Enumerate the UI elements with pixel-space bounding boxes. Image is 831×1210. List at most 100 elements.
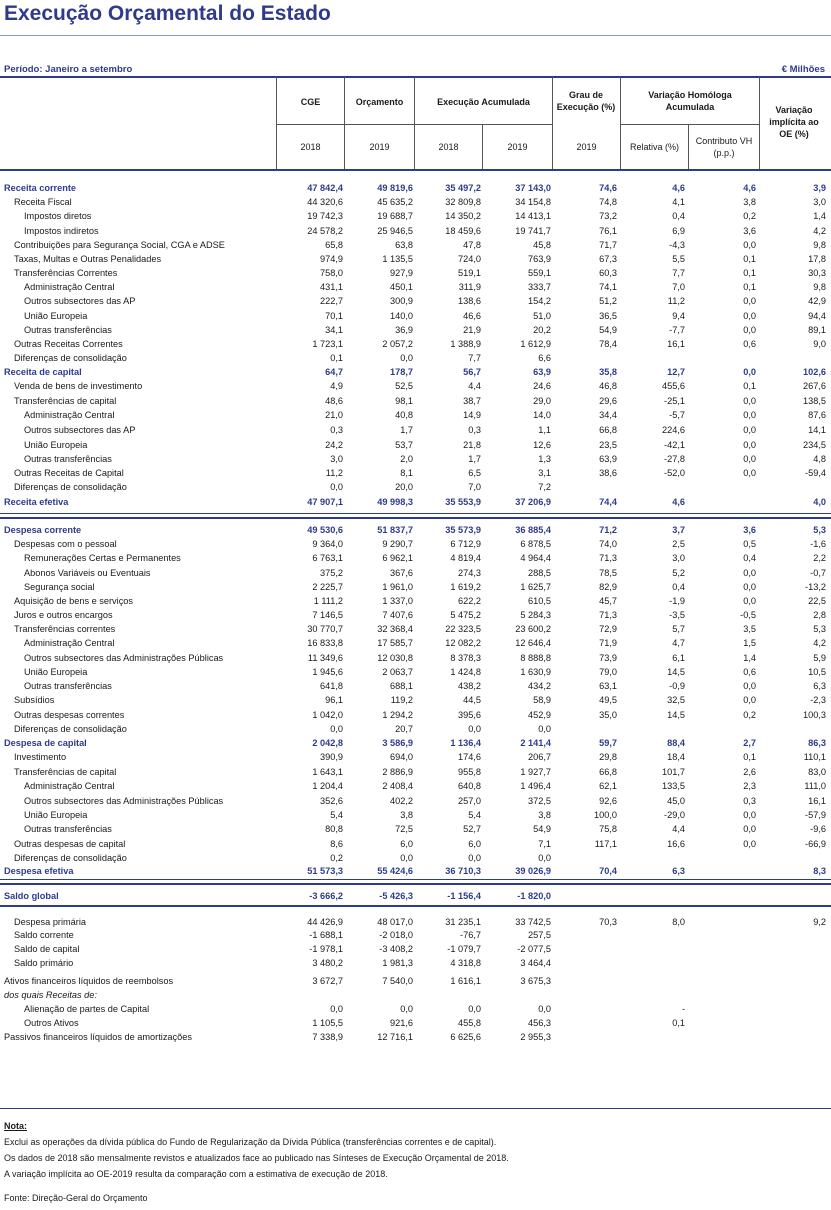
header-top-rule [0,76,831,78]
cell-value: -0,7 [810,568,826,578]
table-row: Receita Fiscal 44 320,6 45 635,2 32 809,8 34… [0,195,831,209]
cell-value: 63,1 [599,681,617,691]
cell-value: 52,7 [463,824,481,834]
table-row: Remunerações Certas e Permanentes 6 763,1… [0,551,831,565]
table-bottom-rule [0,1108,831,1109]
cell-value: 35,8 [599,367,617,377]
header-year-orcamento: 2019 [369,142,390,152]
cell-value: 49 819,6 [377,183,413,193]
cell-value: 44 426,9 [307,917,343,927]
cell-value: 688,1 [390,681,413,691]
cell-value: 16,6 [667,839,685,849]
cell-value: -2,3 [810,695,826,705]
table-row: Outros Ativos 1 105,5 921,6 455,8 456,3 0,1 [0,1016,831,1030]
cell-value: 47,8 [463,240,481,250]
row-label: Despesa efetiva [4,866,74,876]
cell-value: 42,9 [808,296,826,306]
row-label: Subsídios [14,695,55,705]
section-divider [0,513,831,514]
cell-value: 5 475,2 [450,610,481,620]
cell-value: 0,0 [743,425,756,435]
section-divider [0,883,831,885]
cell-value: 21,0 [325,410,343,420]
cell-value: -1 978,1 [309,944,343,954]
cell-value: 452,9 [528,710,551,720]
cell-value: 70,1 [325,311,343,321]
cell-value: 0,0 [743,695,756,705]
table-row: Saldo global -3 666,2 -5 426,3 -1 156,4 -1 8… [0,889,831,903]
cell-value: 100,3 [803,710,826,720]
cell-value: 60,3 [599,268,617,278]
page-title: Execução Orçamental do Estado [4,2,331,25]
cell-value: 9,4 [672,311,685,321]
cell-value: 35 497,2 [445,183,481,193]
table-row: Outras transferências 34,1 36,9 21,9 20,2 54,… [0,323,831,337]
row-label: Receita de capital [4,367,82,377]
row-label: União Europeia [24,311,88,321]
cell-value: 11,2 [667,296,685,306]
cell-value: 2 955,3 [520,1032,551,1042]
cell-value: 0,1 [743,268,756,278]
table-row: Venda de bens de investimento 4,9 52,5 4,4 2… [0,379,831,393]
row-label: Receita corrente [4,183,77,193]
cell-value: 51,0 [533,311,551,321]
cell-value: 3,8 [538,810,551,820]
cell-value: 622,2 [458,596,481,606]
cell-value: -27,8 [664,454,685,464]
section-divider [0,517,831,519]
cell-value: 0,0 [743,568,756,578]
cell-value: - [681,1004,685,1014]
row-label: Segurança social [24,582,95,592]
row-label: Administração Central [24,638,115,648]
cell-value: 257,5 [528,930,551,940]
table-row: dos quais Receitas de: [0,988,831,1002]
cell-value: 96,1 [325,695,343,705]
row-label: Outros subsectores das Administrações Pú… [24,653,224,663]
cell-value: 66,8 [599,425,617,435]
cell-value: 7,0 [672,282,685,292]
cell-value: 0,0 [468,853,481,863]
cell-value: 12 030,8 [377,653,413,663]
header-year-cge: 2018 [300,142,321,152]
table-row: Outros subsectores das Administrações Pú… [0,794,831,808]
cell-value: 0,0 [538,724,551,734]
cell-value: 0,5 [743,539,756,549]
cell-value: 559,1 [528,268,551,278]
table-row: Receita de capital 64,7 178,7 56,7 63,9 35,8 1… [0,365,831,379]
table-row: Despesas com o pessoal 9 364,0 9 290,7 6 71… [0,537,831,551]
cell-value: 24 578,2 [307,226,343,236]
cell-value: 0,2 [330,853,343,863]
cell-value: 6,6 [538,353,551,363]
cell-value: 87,6 [808,410,826,420]
cell-value: 0,0 [330,482,343,492]
cell-value: 62,1 [599,781,617,791]
header-implicita: Variação implícita ao OE (%) [769,105,819,139]
cell-value: 35,0 [599,710,617,720]
cell-value: 47 842,4 [307,183,343,193]
cell-value: 0,0 [400,1004,413,1014]
cell-value: 641,8 [320,681,343,691]
cell-value: -29,0 [664,810,685,820]
cell-value: 2,0 [400,454,413,464]
header-grau: Grau de Execução (%) [556,90,616,112]
cell-value: 80,8 [325,824,343,834]
table-row: Taxas, Multas e Outras Penalidades 974,9 1… [0,252,831,266]
cell-value: 7 540,0 [382,976,413,986]
cell-value: 76,1 [599,226,617,236]
table-row: Administração Central 16 833,8 17 585,7 12 … [0,636,831,650]
cell-value: 5,4 [330,810,343,820]
cell-value: 257,0 [458,796,481,806]
cell-value: 0,0 [743,311,756,321]
cell-value: 1 111,2 [313,596,343,606]
row-label: Administração Central [24,282,115,292]
cell-value: -1 156,4 [447,891,481,901]
row-label: Outros subsectores das AP [24,296,136,306]
cell-value: 0,0 [743,296,756,306]
cell-value: 1 981,3 [382,958,413,968]
cell-value: 71,7 [599,240,617,250]
cell-value: 927,9 [390,268,413,278]
cell-value: 0,0 [743,810,756,820]
table-row: Investimento 390,9 694,0 174,6 206,7 29,8 18,4… [0,750,831,764]
note-line-1: Exclui as operações da dívida pública do… [4,1137,497,1147]
cell-value: 3,0 [813,197,826,207]
